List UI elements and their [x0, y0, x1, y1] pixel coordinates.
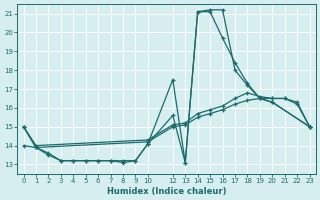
X-axis label: Humidex (Indice chaleur): Humidex (Indice chaleur): [107, 187, 226, 196]
